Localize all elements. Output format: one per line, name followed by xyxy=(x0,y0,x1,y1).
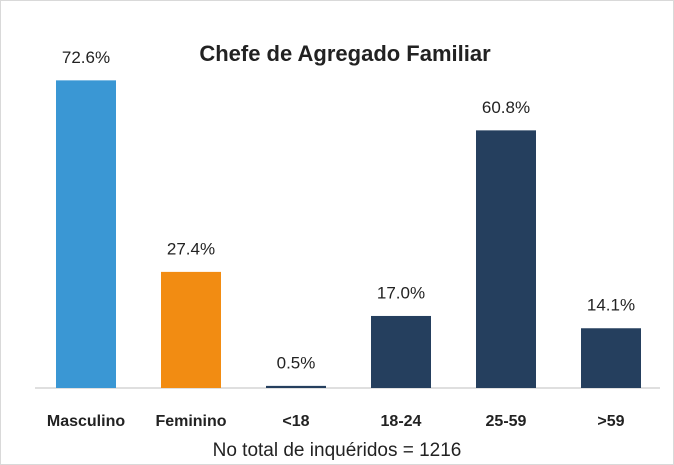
bar xyxy=(371,315,431,388)
bar xyxy=(581,328,641,388)
x-tick-label: 25-59 xyxy=(486,413,527,430)
x-tick-label: >59 xyxy=(597,413,624,430)
x-tick-label: <18 xyxy=(282,413,309,430)
data-label: 60.8% xyxy=(482,98,530,117)
bar xyxy=(476,130,536,389)
x-tick-label: Feminino xyxy=(155,413,226,430)
data-label: 0.5% xyxy=(277,353,316,372)
annotation: No total de inquéridos = 1216 xyxy=(213,440,462,461)
bar xyxy=(56,80,116,389)
data-label: 72.6% xyxy=(62,48,110,67)
data-label: 27.4% xyxy=(167,239,215,258)
x-tick-label: Masculino xyxy=(47,413,125,430)
chart-title: Chefe de Agregado Familiar xyxy=(199,41,491,66)
data-label: 14.1% xyxy=(587,296,635,315)
bar xyxy=(161,271,221,388)
data-label: 17.0% xyxy=(377,283,425,302)
x-tick-label: 18-24 xyxy=(381,413,422,430)
bar xyxy=(266,385,326,388)
